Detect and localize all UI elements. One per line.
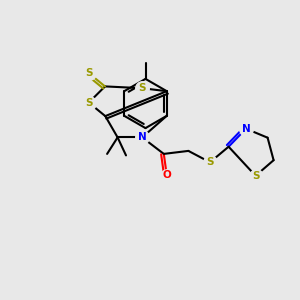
- Text: N: N: [138, 132, 147, 142]
- Text: S: S: [206, 157, 214, 167]
- Text: S: S: [85, 98, 93, 108]
- Text: O: O: [162, 170, 171, 181]
- Text: N: N: [242, 124, 250, 134]
- Text: S: S: [139, 83, 146, 93]
- Text: S: S: [252, 171, 260, 181]
- Text: S: S: [85, 68, 92, 78]
